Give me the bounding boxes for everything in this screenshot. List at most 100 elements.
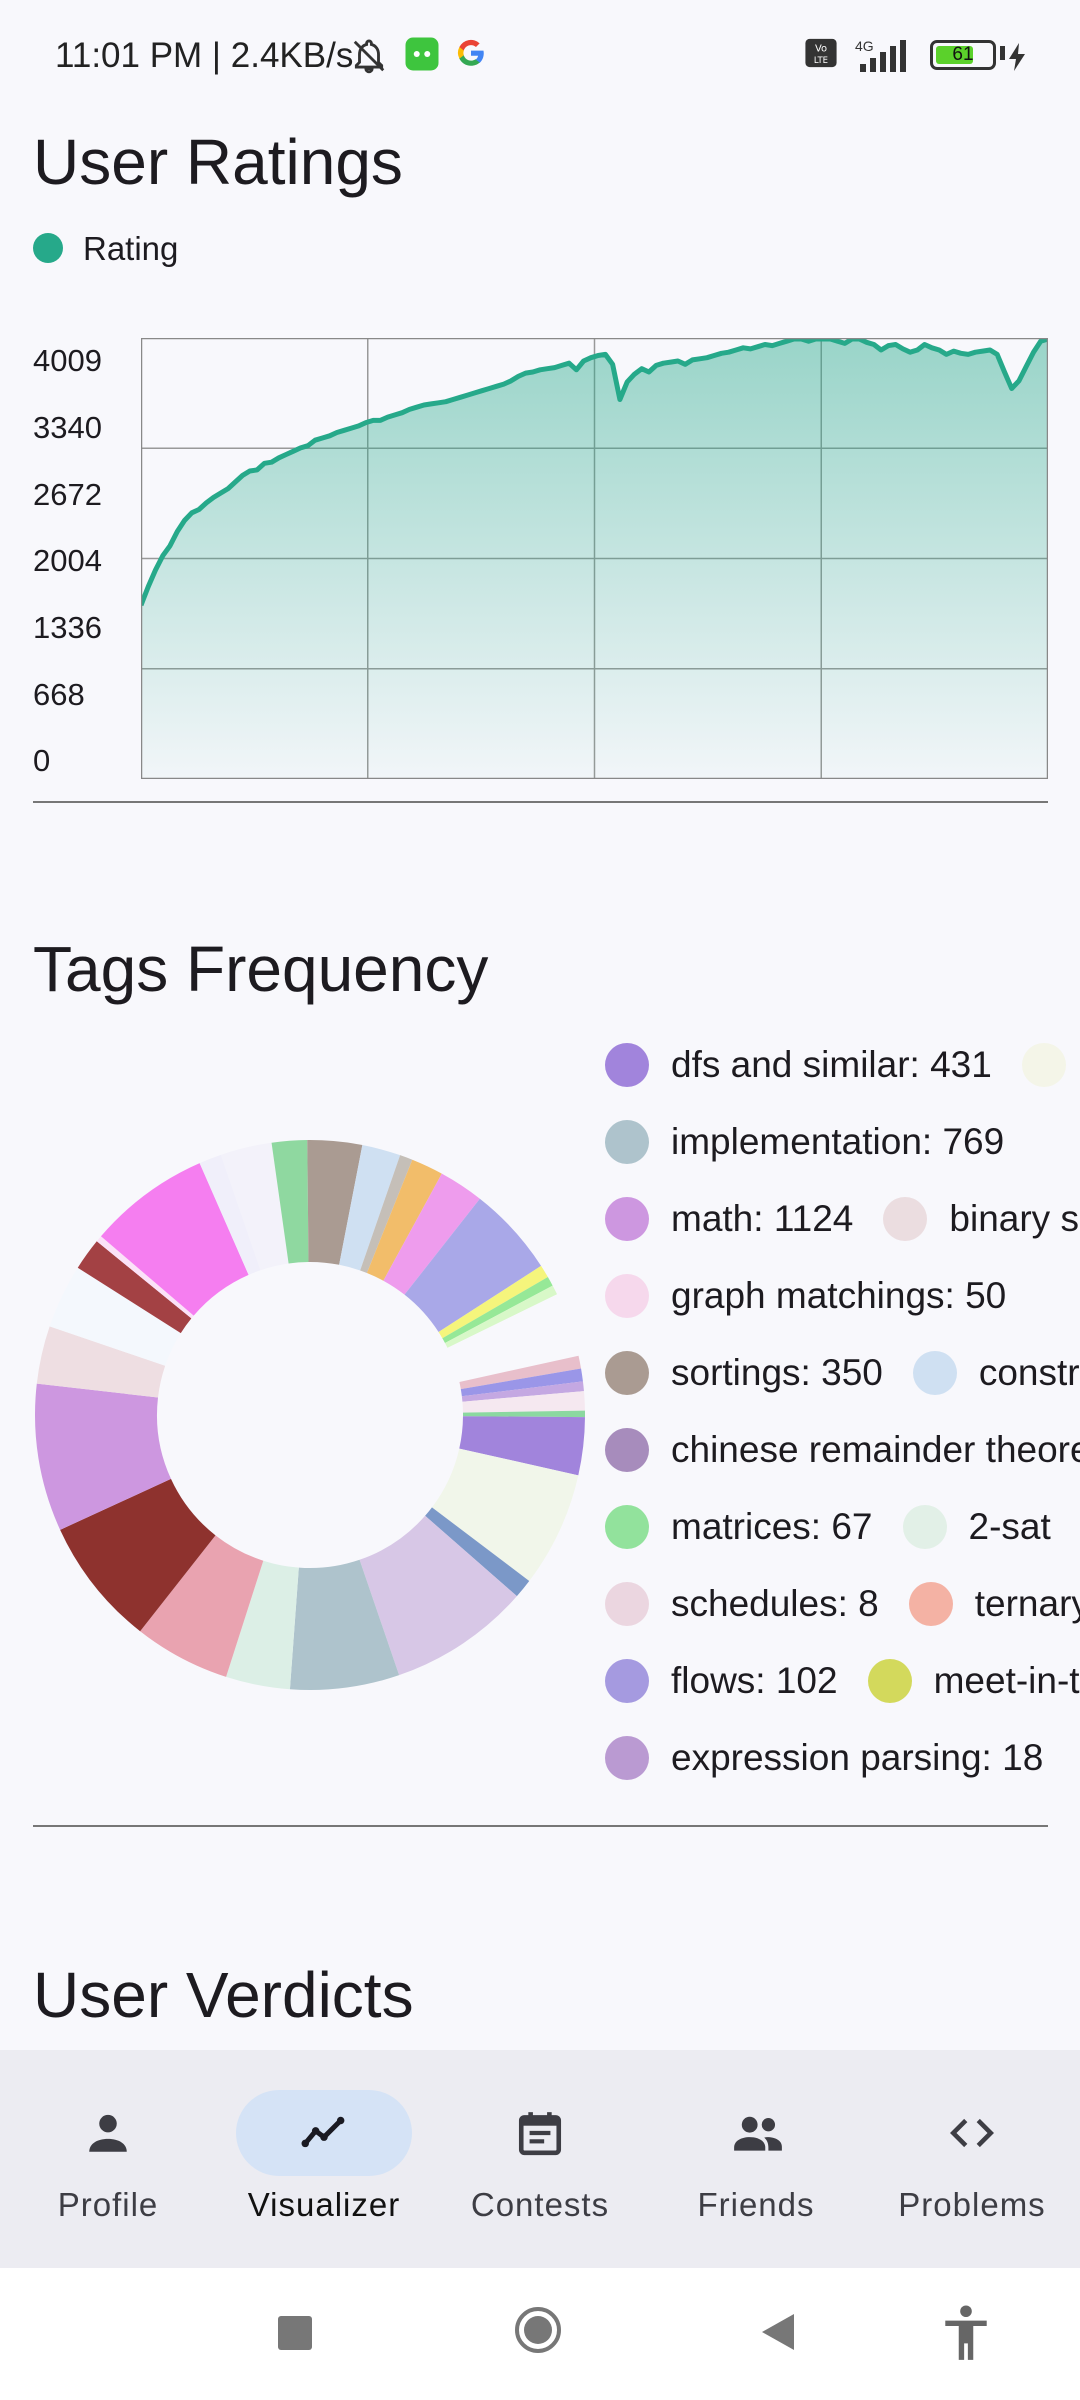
legend-color-dot (867, 1659, 912, 1703)
donut-segment (77, 1241, 192, 1334)
legend-label: math: 1124 (671, 1198, 854, 1239)
y-tick-label: 668 (33, 677, 85, 712)
legend-row: graph matchings: 50 (605, 1274, 1080, 1334)
legend-color-dot (605, 1351, 649, 1395)
accessibility-icon[interactable] (940, 2304, 992, 2367)
nav-contests[interactable]: Contests (432, 2050, 648, 2268)
donut-segment (447, 1294, 579, 1383)
donut-segment (307, 1140, 363, 1265)
signal-icon (858, 36, 916, 79)
donut-segment (462, 1391, 585, 1413)
legend-color-dot (908, 1582, 953, 1626)
legend-label: matrices: 67 (671, 1506, 873, 1547)
home-circle-icon[interactable] (515, 2307, 561, 2353)
donut-segment (271, 1140, 309, 1264)
legend-color-dot (605, 1274, 649, 1318)
y-tick-label: 3340 (33, 410, 102, 445)
recents-square-icon[interactable] (278, 2316, 312, 2350)
donut-segment (35, 1383, 171, 1530)
calendar-icon (452, 2090, 628, 2176)
legend-label: ternary search (974, 1583, 1080, 1624)
chart-frame (141, 338, 1048, 779)
tags-donut-chart[interactable] (20, 1130, 590, 1720)
nav-label: Visualizer (247, 2186, 401, 2223)
donut-segment (442, 1277, 553, 1343)
donut-segment (339, 1145, 401, 1271)
donut-segment (49, 1267, 181, 1366)
rating-chart[interactable] (141, 338, 1048, 779)
legend-color-dot (605, 1736, 649, 1780)
legend-label: meet-in-the-middle (933, 1660, 1080, 1701)
rating-area (141, 339, 1048, 779)
svg-text:LTE: LTE (814, 56, 828, 66)
donut-segment (360, 1155, 413, 1273)
donut-segment (366, 1159, 442, 1281)
y-tick-label: 0 (33, 743, 51, 778)
legend-label: implementation: 769 (671, 1121, 1005, 1162)
legend-color-dot (1021, 1043, 1066, 1087)
legend-label: schedules: 8 (671, 1583, 879, 1624)
google-icon (454, 36, 488, 75)
person-icon (20, 2090, 196, 2176)
donut-segment (425, 1507, 530, 1597)
legend-label: graph matchings: 50 (671, 1275, 1007, 1316)
nav-problems[interactable]: Problems (864, 2050, 1080, 2268)
tags-divider (33, 1825, 1048, 1827)
legend-row: implementation: 769 (605, 1120, 1080, 1180)
donut-segment (459, 1416, 585, 1476)
charging-icon (1006, 42, 1028, 77)
rating-legend-dot (33, 233, 63, 263)
donut-segment (96, 1236, 194, 1319)
legend-color-dot (883, 1197, 928, 1241)
nav-visualizer[interactable]: Visualizer (216, 2050, 432, 2268)
y-tick-label: 2004 (33, 543, 102, 578)
legend-label: expression parsing: 18 (671, 1737, 1044, 1778)
bell-off-icon (350, 36, 388, 81)
legend-row: expression parsing: 18 (605, 1736, 1080, 1796)
back-triangle-icon[interactable] (760, 2312, 796, 2357)
donut-segment (220, 1142, 289, 1271)
donut-segment (36, 1326, 166, 1398)
chart-line-icon (236, 2090, 412, 2176)
svg-text:Vo: Vo (815, 44, 827, 55)
battery-tip (1000, 46, 1005, 60)
donut-segment (289, 1559, 400, 1690)
ratings-divider (33, 801, 1048, 803)
legend-row: dfs and similar: 431 (605, 1043, 1080, 1103)
legend-row: chinese remainder theorem (605, 1428, 1080, 1488)
legend-color-dot (605, 1659, 649, 1703)
nav-label: Contests (470, 2186, 610, 2223)
donut-segment (444, 1285, 558, 1348)
app-notification-icon (404, 36, 440, 77)
legend-row: math: 1124 binary search (605, 1197, 1080, 1257)
legend-label: flows: 102 (671, 1660, 838, 1701)
nav-profile[interactable]: Profile (0, 2050, 216, 2268)
legend-color-dot (605, 1197, 649, 1241)
legend-row: matrices: 67 2-sat (605, 1505, 1080, 1565)
donut-segment (461, 1381, 584, 1402)
tags-title: Tags Frequency (33, 933, 489, 1005)
legend-label: binary search (949, 1198, 1080, 1239)
rating-legend-label: Rating (83, 230, 179, 267)
donut-segment (431, 1448, 579, 1581)
battery-icon: 61 (930, 40, 996, 70)
legend-row: sortings: 350 constructive algorithms (605, 1351, 1080, 1411)
donut-segment (226, 1560, 299, 1690)
network-type: 4G (855, 38, 874, 54)
legend-color-dot (605, 1043, 649, 1087)
donut-segment (459, 1355, 582, 1390)
donut-segment (140, 1535, 264, 1677)
legend-color-dot (605, 1120, 649, 1164)
legend-label: constructive algorithms (978, 1352, 1080, 1393)
system-navigation-bar (0, 2268, 1080, 2400)
code-icon (884, 2090, 1060, 2176)
legend-color-dot (605, 1582, 649, 1626)
ratings-title: User Ratings (33, 126, 403, 198)
donut-segment (359, 1515, 517, 1676)
legend-row: flows: 102 meet-in-the-middle (605, 1659, 1080, 1719)
nav-friends[interactable]: Friends (648, 2050, 864, 2268)
people-icon (668, 2090, 844, 2176)
donut-segment (438, 1265, 548, 1339)
donut-segment (60, 1478, 216, 1632)
nav-label: Problems (898, 2186, 1046, 2223)
